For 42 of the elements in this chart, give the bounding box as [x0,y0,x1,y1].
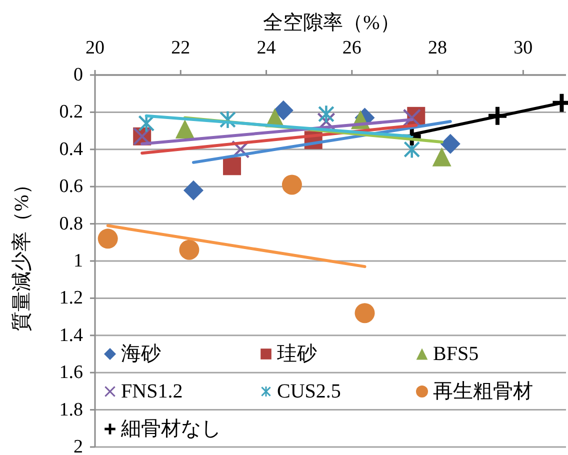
y-tick-label: 0.6 [59,176,83,198]
point [183,180,204,200]
legend-label: 細骨材なし [120,418,221,440]
point [432,147,452,166]
x-axis-title: 全空隙率（%） [263,12,400,34]
point [175,119,194,138]
point [404,140,420,159]
point [440,134,460,154]
y-tick-label: 1.4 [59,324,84,346]
point [223,157,242,176]
point [402,108,421,127]
y-tick-label: 1.8 [59,399,83,420]
x-tick-label: 20 [86,38,104,58]
point [231,140,250,159]
x-tick-label: 22 [171,38,190,58]
legend-label: 海砂 [121,343,161,365]
point [282,174,302,195]
x-tick-label: 28 [428,38,448,58]
legend-label: BFS5 [433,343,479,365]
legend-label: CUS2.5 [277,380,341,402]
y-axis-title: 質量減少率（%） [11,174,33,332]
y-tick-label: 0.4 [59,138,84,160]
x-tick-label: 26 [342,38,362,58]
point [98,228,118,249]
point [273,100,294,120]
y-tick-label: 1.2 [59,288,83,309]
y-tick-label: 1.6 [59,362,83,384]
point [138,114,155,133]
point [179,240,200,260]
x-tick-label: 24 [256,38,276,58]
x-tick-label: 30 [514,38,533,58]
legend-label: 珪砂 [277,343,317,365]
y-tick-label: 0 [74,64,83,86]
y-tick-label: 0.8 [59,213,83,234]
legend-label: FNS1.2 [121,380,183,402]
y-tick-label: 0.2 [59,102,83,123]
legend-label: 再生粗骨材 [433,380,533,402]
y-tick-label: 2 [74,436,83,455]
y-tick-label: 1 [74,250,83,272]
point [354,303,375,324]
point [219,110,236,130]
point [318,104,334,124]
